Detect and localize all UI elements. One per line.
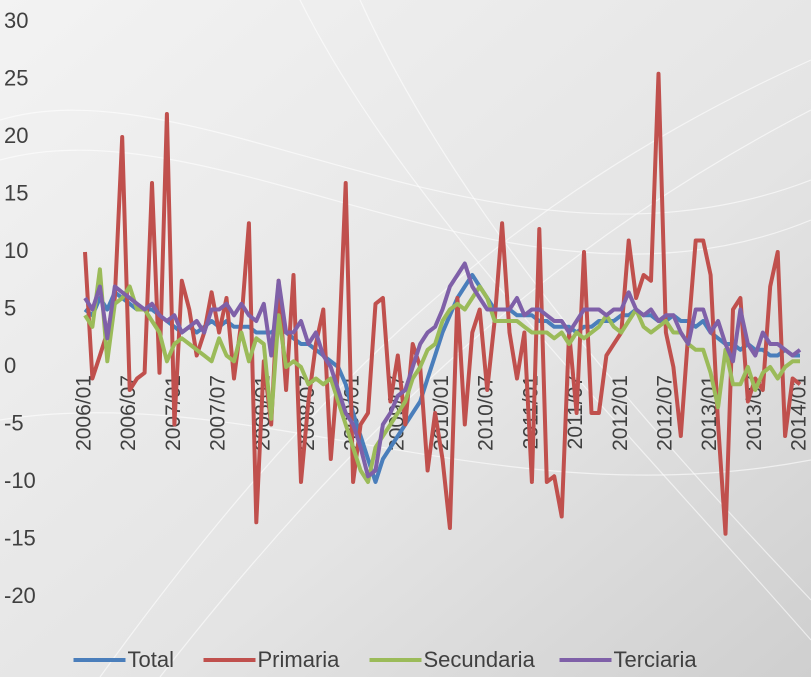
legend-label: Total — [128, 647, 174, 672]
x-tick-label: 2012/07 — [653, 375, 676, 451]
y-tick-label: -20 — [4, 583, 36, 608]
x-tick-label: 2010/01 — [430, 375, 453, 451]
x-tick-label: 2006/07 — [117, 375, 140, 451]
legend-label: Secundaria — [424, 647, 536, 672]
y-tick-label: 20 — [4, 123, 28, 148]
legend-label: Terciaria — [614, 647, 698, 672]
x-tick-label: 2006/01 — [73, 375, 96, 451]
x-tick-label: 2014/01 — [788, 375, 811, 451]
x-tick-label: 2010/07 — [475, 375, 498, 451]
y-tick-label: -5 — [4, 410, 24, 435]
x-tick-label: 2012/01 — [609, 375, 632, 451]
y-tick-label: -10 — [4, 468, 36, 493]
y-tick-label: 5 — [4, 295, 16, 320]
y-tick-label: 0 — [4, 353, 16, 378]
y-tick-label: -15 — [4, 525, 36, 550]
series-line — [83, 261, 802, 479]
y-tick-label: 25 — [4, 65, 28, 90]
legend-label: Primaria — [258, 647, 341, 672]
y-tick-label: 30 — [4, 8, 28, 33]
y-tick-label: 10 — [4, 238, 28, 263]
y-tick-label: 15 — [4, 180, 28, 205]
x-tick-label: 2011/01 — [519, 375, 542, 449]
x-tick-label: 2007/07 — [207, 375, 230, 451]
